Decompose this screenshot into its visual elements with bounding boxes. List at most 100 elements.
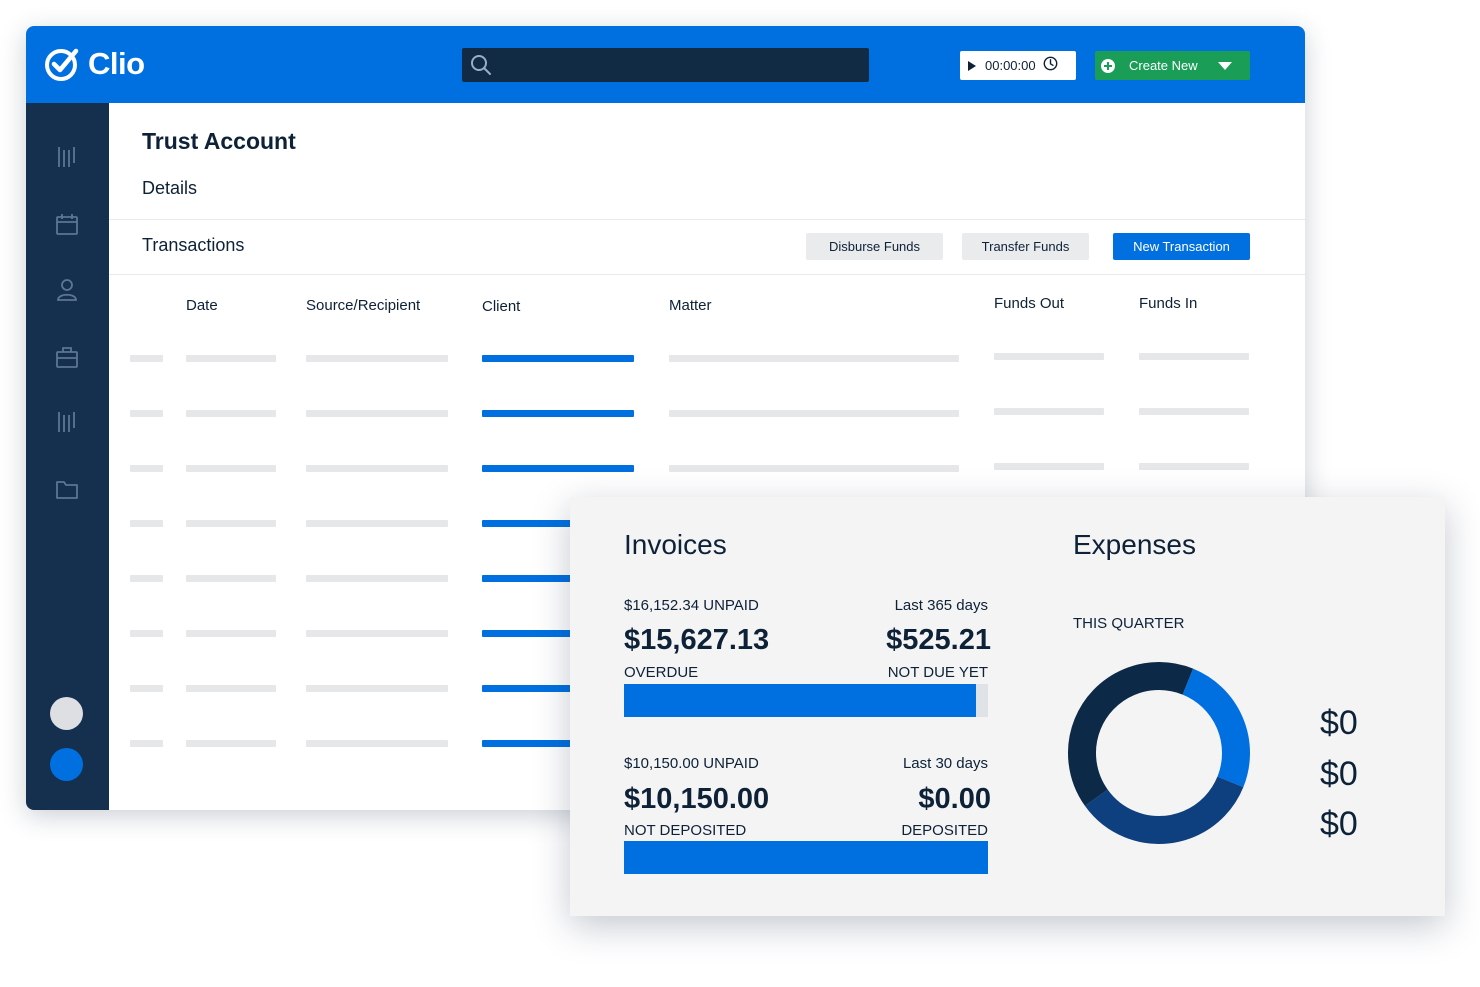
- skeleton-cell: [482, 685, 634, 692]
- skeleton-cell: [186, 630, 276, 637]
- skeleton-cell: [994, 353, 1104, 360]
- skeleton-cell: [482, 355, 634, 362]
- skeleton-cell: [306, 410, 448, 417]
- sidebar-item-briefcase-icon[interactable]: [55, 345, 79, 369]
- unpaid-365-label: $16,152.34 UNPAID: [624, 597, 759, 614]
- skeleton-cell: [669, 465, 959, 472]
- skeleton-cell: [186, 355, 276, 362]
- expense-value: $0: [1320, 805, 1358, 843]
- search-input[interactable]: [502, 48, 862, 82]
- column-header-funds-out[interactable]: Funds Out: [994, 295, 1065, 312]
- skeleton-cell: [306, 685, 448, 692]
- summary-card: Invoices $16,152.34 UNPAID Last 365 days…: [570, 497, 1445, 916]
- skeleton-cell: [130, 630, 163, 637]
- skeleton-cell: [306, 355, 448, 362]
- skeleton-cell: [669, 410, 959, 417]
- not-deposited-label: NOT DEPOSITED: [624, 822, 747, 839]
- column-header-matter[interactable]: Matter: [669, 297, 712, 314]
- transactions-tab[interactable]: Transactions: [142, 235, 245, 255]
- expense-value: $0: [1320, 755, 1358, 793]
- skeleton-cell: [306, 740, 448, 747]
- expenses-period-label: THIS QUARTER: [1073, 615, 1185, 632]
- overdue-progress-fill: [624, 684, 976, 717]
- deposited-amount: $0.00: [918, 783, 991, 815]
- skeleton-cell: [994, 463, 1104, 470]
- skeleton-cell: [306, 575, 448, 582]
- new-transaction-button[interactable]: New Transaction: [1113, 233, 1250, 260]
- skeleton-cell: [130, 410, 163, 417]
- donut-segment-2: [1068, 662, 1250, 844]
- skeleton-cell: [130, 355, 163, 362]
- create-new-label: Create New: [1129, 58, 1198, 73]
- donut-segment-1: [1068, 662, 1250, 844]
- app-name: Clio: [88, 46, 145, 81]
- skeleton-cell: [482, 740, 634, 747]
- account-avatar[interactable]: [50, 748, 83, 781]
- skeleton-cell: [186, 410, 276, 417]
- clock-icon[interactable]: [1043, 56, 1058, 76]
- range-30-label: Last 30 days: [902, 755, 988, 772]
- search-box[interactable]: [462, 48, 869, 82]
- overdue-label: OVERDUE: [624, 664, 699, 681]
- sidebar-item-ledger-icon-2[interactable]: [55, 410, 79, 434]
- skeleton-cell: [130, 685, 163, 692]
- skeleton-cell: [482, 465, 634, 472]
- invoices-heading: Invoices: [624, 529, 727, 560]
- skeleton-cell: [306, 465, 448, 472]
- column-header-client[interactable]: Client: [482, 298, 521, 315]
- skeleton-cell: [306, 630, 448, 637]
- skeleton-cell: [1139, 353, 1249, 360]
- create-new-button[interactable]: Create New: [1095, 51, 1250, 80]
- skeleton-cell: [306, 520, 448, 527]
- disburse-funds-button[interactable]: Disburse Funds: [806, 233, 943, 260]
- overdue-progress-bar: [624, 684, 988, 717]
- divider: [109, 219, 1305, 220]
- plus-circle-icon: [1101, 58, 1115, 73]
- skeleton-cell: [994, 408, 1104, 415]
- divider: [109, 274, 1305, 275]
- deposited-label: DEPOSITED: [901, 822, 988, 839]
- column-header-source-recipient[interactable]: Source/Recipient: [306, 297, 421, 314]
- column-header-funds-in[interactable]: Funds In: [1139, 295, 1198, 312]
- skeleton-cell: [482, 575, 634, 582]
- deposit-progress-fill: [624, 841, 988, 874]
- sidebar-item-calendar-icon[interactable]: [55, 212, 79, 236]
- skeleton-cell: [482, 630, 634, 637]
- sidebar-item-folder-icon[interactable]: [55, 477, 79, 501]
- column-header-date[interactable]: Date: [186, 297, 218, 314]
- skeleton-cell: [669, 355, 959, 362]
- sidebar: [26, 103, 109, 810]
- not-due-amount: $525.21: [886, 624, 991, 656]
- sidebar-item-person-icon[interactable]: [55, 278, 79, 302]
- unpaid-30-label: $10,150.00 UNPAID: [624, 755, 759, 772]
- details-tab[interactable]: Details: [142, 178, 198, 198]
- timer-display: 00:00:00: [985, 58, 1036, 73]
- skeleton-cell: [130, 575, 163, 582]
- expenses-heading: Expenses: [1073, 529, 1196, 560]
- top-bar: Clio 00:00:00 Create New: [26, 26, 1305, 103]
- skeleton-cell: [186, 575, 276, 582]
- clio-logo[interactable]: Clio: [44, 44, 145, 84]
- checkmark-logo-icon: [44, 46, 80, 82]
- skeleton-cell: [186, 465, 276, 472]
- skeleton-cell: [130, 740, 163, 747]
- skeleton-cell: [186, 520, 276, 527]
- skeleton-cell: [130, 520, 163, 527]
- transfer-funds-button[interactable]: Transfer Funds: [962, 233, 1089, 260]
- skeleton-cell: [1139, 463, 1249, 470]
- skeleton-cell: [1139, 408, 1249, 415]
- sidebar-item-ledger-icon[interactable]: [55, 145, 79, 169]
- timer-widget[interactable]: 00:00:00: [960, 51, 1076, 80]
- play-icon[interactable]: [968, 60, 976, 71]
- chevron-down-icon[interactable]: [1218, 62, 1232, 70]
- skeleton-cell: [186, 740, 276, 747]
- skeleton-cell: [482, 520, 634, 527]
- expenses-donut-chart: [1068, 662, 1250, 844]
- range-365-label: Last 365 days: [894, 597, 988, 614]
- skeleton-cell: [130, 465, 163, 472]
- overdue-amount: $15,627.13: [624, 624, 770, 656]
- skeleton-cell: [186, 685, 276, 692]
- user-avatar[interactable]: [50, 697, 83, 730]
- skeleton-cell: [482, 410, 634, 417]
- page-title: Trust Account: [142, 128, 296, 154]
